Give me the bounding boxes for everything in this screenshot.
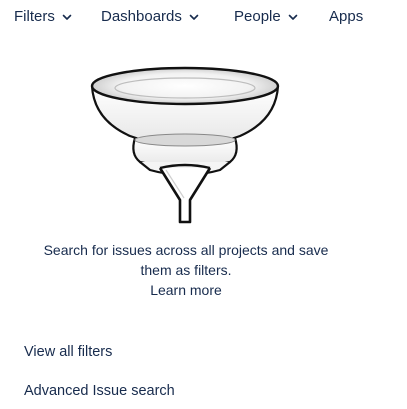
description-line-1: Search for issues across all projects an… bbox=[43, 242, 329, 258]
nav-people-label: People bbox=[234, 8, 281, 25]
empty-state-description: Search for issues across all projects an… bbox=[16, 240, 356, 300]
nav-people[interactable]: People bbox=[234, 7, 299, 27]
top-navigation: Filters Dashboards People Apps bbox=[0, 0, 407, 34]
nav-dashboards-label: Dashboards bbox=[101, 8, 182, 25]
advanced-issue-search-link[interactable]: Advanced Issue search bbox=[24, 383, 175, 399]
funnel-icon bbox=[90, 66, 280, 224]
description-line-2: them as filters. bbox=[140, 262, 232, 278]
learn-more-link[interactable]: Learn more bbox=[150, 282, 222, 298]
chevron-down-icon bbox=[288, 14, 298, 20]
nav-filters[interactable]: Filters bbox=[14, 7, 73, 27]
nav-dashboards[interactable]: Dashboards bbox=[101, 7, 200, 27]
nav-apps[interactable]: Apps bbox=[329, 7, 363, 27]
nav-filters-label: Filters bbox=[14, 8, 55, 25]
view-all-filters-link[interactable]: View all filters bbox=[24, 344, 113, 360]
chevron-down-icon bbox=[62, 14, 72, 20]
chevron-down-icon bbox=[189, 14, 199, 20]
nav-apps-label: Apps bbox=[329, 8, 364, 25]
